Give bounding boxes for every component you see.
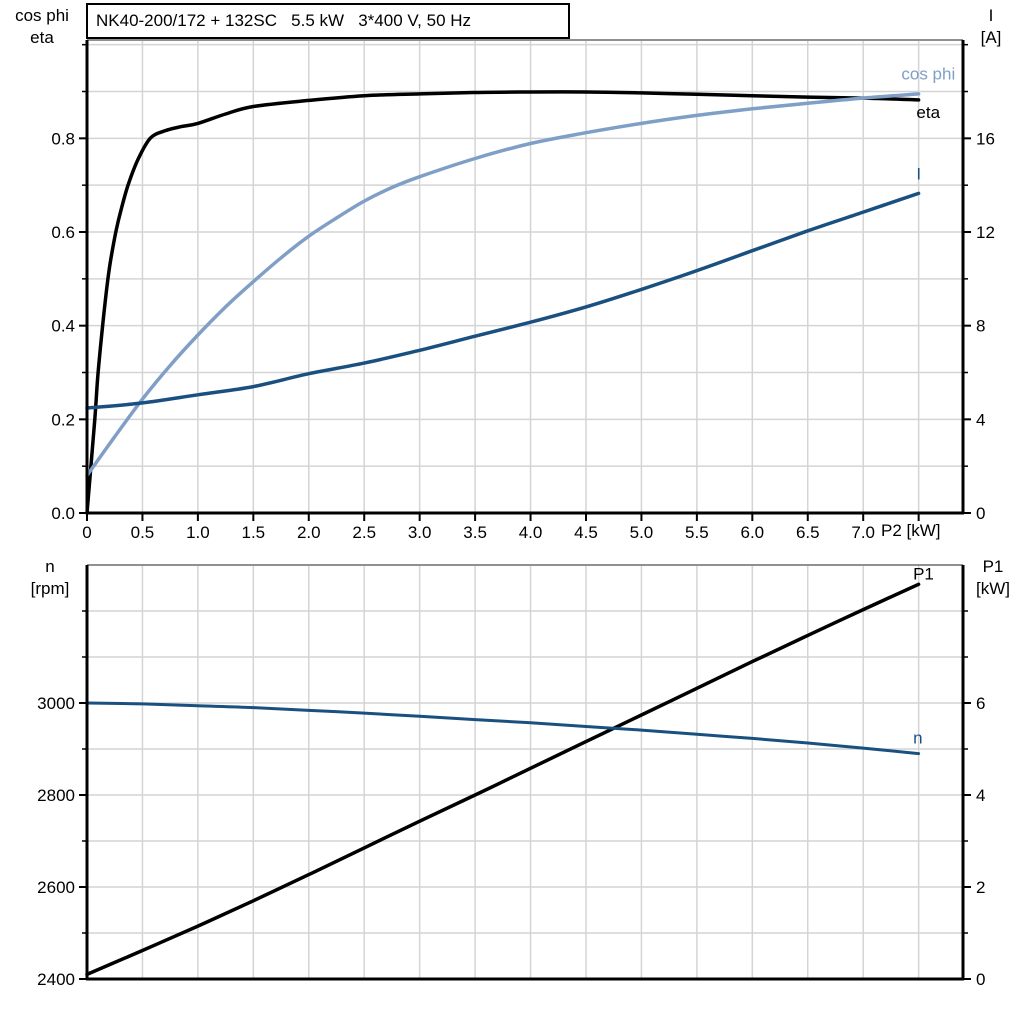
axis-title-p1-unit: [kW] (976, 579, 1010, 598)
left-tick-label: 2600 (37, 878, 75, 897)
left-tick-label: 3000 (37, 694, 75, 713)
curve-label-P1: P1 (913, 564, 934, 583)
x-tick-label: 6.5 (796, 523, 820, 542)
x-tick-label: 2.0 (297, 523, 321, 542)
right-tick-label: 2 (976, 878, 985, 897)
right-tick-label: 8 (976, 317, 985, 336)
left-tick-label: 0.8 (51, 129, 75, 148)
x-tick-label: 4.5 (574, 523, 598, 542)
axis-title-top-right: I [A] (963, 5, 1019, 49)
axis-title-speed-unit: [rpm] (30, 579, 70, 598)
left-tick-label: 2400 (37, 970, 75, 989)
curve-label-cos-phi: cos phi (901, 65, 955, 84)
left-tick-label: 0.6 (51, 223, 75, 242)
axis-title-bottom-right: P1 [kW] (961, 556, 1024, 600)
x-tick-label: 0 (82, 523, 91, 542)
left-tick-label: 0.2 (51, 410, 75, 429)
right-tick-label: 4 (976, 786, 985, 805)
curve-label-eta: eta (916, 103, 940, 122)
x-tick-label: 5.5 (685, 523, 709, 542)
axis-title-bottom-left: n [rpm] (8, 556, 92, 600)
x-tick-label: 2.5 (352, 523, 376, 542)
x-tick-label: 1.0 (186, 523, 210, 542)
left-tick-label: 2800 (37, 786, 75, 805)
x-tick-label: 5.0 (630, 523, 654, 542)
axis-title-current: I (988, 6, 994, 25)
x-tick-label: 0.5 (131, 523, 155, 542)
x-axis-label: P2 [kW] (881, 521, 941, 540)
series-eta (85, 90, 921, 515)
curve-label-I: I (916, 164, 921, 183)
right-tick-label: 4 (976, 410, 985, 429)
series-cos-phi (85, 92, 921, 478)
x-tick-label: 3.5 (463, 523, 487, 542)
axis-title-eta: eta (30, 28, 54, 47)
right-tick-label: 6 (976, 694, 985, 713)
series-I (85, 191, 921, 410)
axis-title-current-unit: [A] (980, 28, 1002, 47)
curve-label-n: n (913, 729, 922, 748)
right-tick-label: 16 (976, 129, 995, 148)
right-tick-label: 0 (976, 970, 985, 989)
x-tick-label: 6.0 (740, 523, 764, 542)
x-tick-label: 7.0 (851, 523, 875, 542)
axis-title-speed: n (45, 557, 55, 576)
axis-title-cos-phi: cos phi (15, 6, 69, 25)
x-tick-label: 1.5 (242, 523, 266, 542)
axis-title-p1: P1 (982, 557, 1004, 576)
x-tick-label: 3.0 (408, 523, 432, 542)
chart-title-box: NK40-200/172 + 132SC 5.5 kW 3*400 V, 50 … (86, 3, 570, 39)
left-tick-label: 0.0 (51, 504, 75, 523)
series-n (85, 701, 921, 756)
right-tick-label: 0 (976, 504, 985, 523)
right-tick-label: 12 (976, 223, 995, 242)
left-tick-label: 0.4 (51, 317, 75, 336)
series-P1 (85, 582, 921, 977)
axis-title-top-left: cos phi eta (4, 5, 80, 49)
x-tick-label: 4.0 (519, 523, 543, 542)
